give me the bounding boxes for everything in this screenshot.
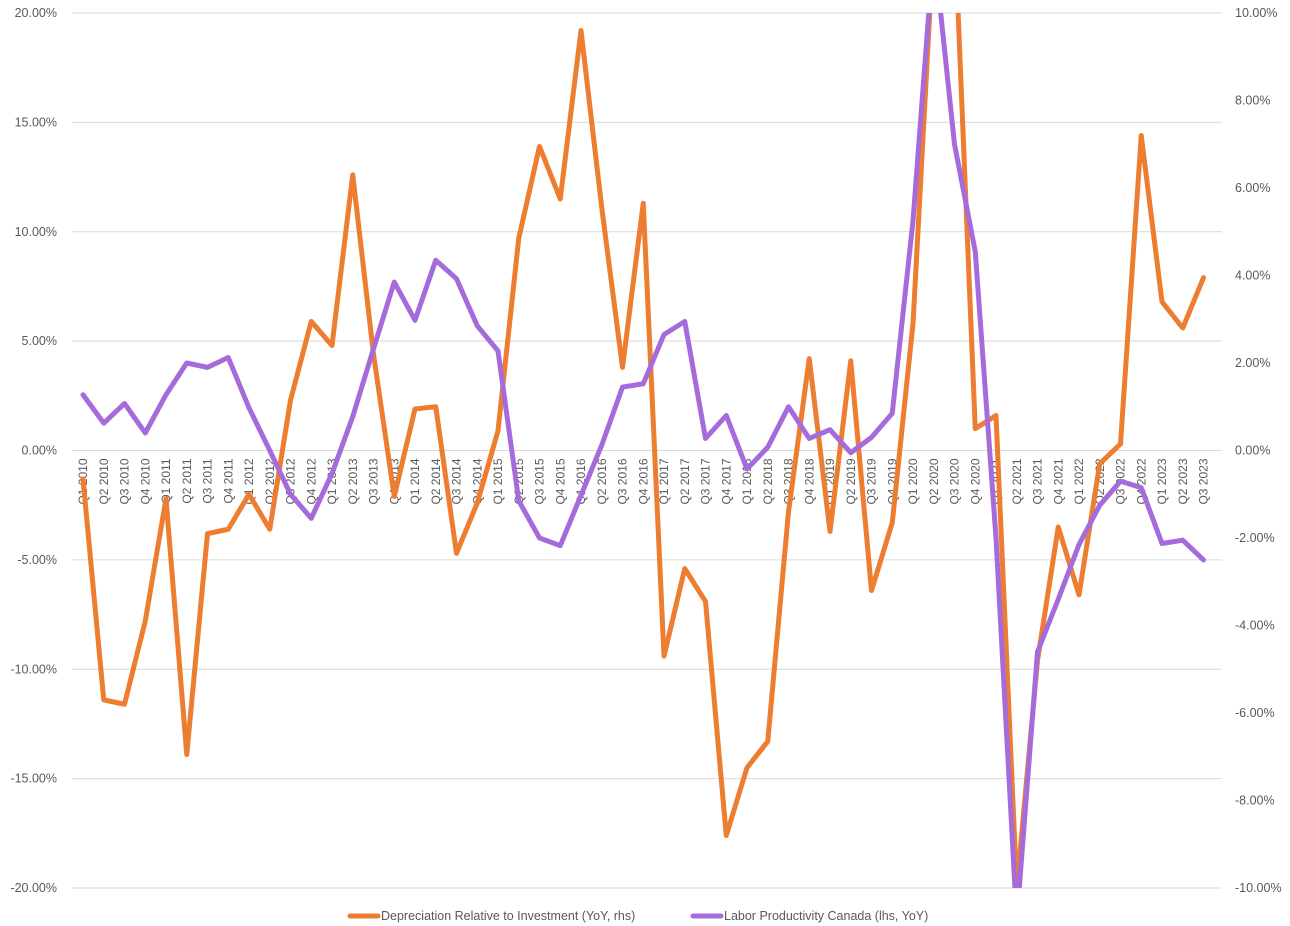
x-tick-label: Q2 2017 [678, 458, 692, 504]
right-y-tick-label: -4.00% [1235, 619, 1275, 633]
x-tick-label: Q3 2014 [450, 458, 464, 504]
x-tick-label: Q1 2011 [159, 458, 173, 503]
right-y-tick-label: -2.00% [1235, 531, 1275, 545]
x-tick-label: Q4 2011 [221, 458, 235, 503]
x-tick-label: Q4 2017 [719, 458, 733, 504]
legend: Depreciation Relative to Investment (YoY… [347, 909, 928, 923]
x-tick-label: Q1 2023 [1155, 458, 1169, 504]
x-tick-label: Q2 2018 [761, 458, 775, 504]
x-tick-label: Q1 2022 [1072, 458, 1086, 504]
x-tick-label: Q3 2012 [284, 458, 298, 504]
x-tick-label: Q4 2020 [968, 458, 982, 504]
x-tick-label: Q2 2023 [1176, 458, 1190, 504]
x-tick-label: Q1 2018 [740, 458, 754, 504]
x-tick-label: Q1 2020 [906, 458, 920, 504]
x-tick-label: Q2 2010 [97, 458, 111, 504]
x-tick-label: Q3 2020 [948, 458, 962, 504]
x-tick-label: Q3 2017 [699, 458, 713, 504]
x-tick-label: Q2 2014 [429, 458, 443, 504]
left-y-tick-label: -20.00% [10, 881, 57, 895]
x-tick-label: Q4 2018 [802, 458, 816, 504]
left-y-tick-label: -15.00% [10, 772, 57, 786]
left-y-tick-label: 15.00% [15, 115, 57, 129]
legend-label: Labor Productivity Canada (lhs, YoY) [724, 909, 928, 923]
x-tick-label: Q4 2015 [553, 458, 567, 504]
x-tick-label: Q4 2021 [1051, 458, 1065, 504]
right-y-axis: 10.00% 8.00% 6.00% 4.00% 2.00% 0.00% -2.00% -4.… [1235, 6, 1282, 895]
right-y-tick-label: -8.00% [1235, 794, 1275, 808]
left-y-tick-label: 5.00% [22, 334, 57, 348]
x-tick-label: Q2 2020 [927, 458, 941, 504]
x-tick-label: Q1 2015 [491, 458, 505, 504]
x-tick-label: Q2 2011 [180, 458, 194, 503]
left-y-tick-label: 0.00% [22, 444, 57, 458]
right-y-tick-label: -6.00% [1235, 706, 1275, 720]
left-y-tick-label: -5.00% [17, 553, 57, 567]
x-tick-label: Q3 2015 [533, 458, 547, 504]
legend-label: Depreciation Relative to Investment (YoY… [381, 909, 635, 923]
x-tick-label: Q3 2011 [201, 458, 215, 503]
right-y-tick-label: -10.00% [1235, 881, 1282, 895]
gridlines [72, 12, 1222, 889]
x-tick-label: Q4 2012 [304, 458, 318, 504]
x-tick-label: Q3 2013 [367, 458, 381, 504]
x-tick-label: Q1 2012 [242, 458, 256, 504]
series-line-labor-productivity [80, 13, 1206, 888]
x-tick-label: Q3 2021 [1031, 458, 1045, 504]
right-y-tick-label: 2.00% [1235, 356, 1270, 370]
x-tick-label: Q2 2019 [844, 458, 858, 504]
left-y-tick-label: 10.00% [15, 225, 57, 239]
series-lines [80, 13, 1206, 888]
x-tick-label: Q4 2010 [138, 458, 152, 504]
left-y-tick-label: -10.00% [10, 662, 57, 676]
left-y-tick-label: 20.00% [15, 6, 57, 20]
x-tick-label: Q4 2016 [636, 458, 650, 504]
right-y-tick-label: 4.00% [1235, 269, 1270, 283]
x-tick-label: Q3 2019 [865, 458, 879, 504]
right-y-tick-label: 10.00% [1235, 6, 1277, 20]
x-tick-label: Q1 2014 [408, 458, 422, 504]
right-y-tick-label: 0.00% [1235, 444, 1270, 458]
x-tick-label: Q3 2010 [118, 458, 132, 504]
series-line-depreciation [80, 13, 1206, 888]
x-tick-label: Q2 2016 [595, 458, 609, 504]
x-tick-label: Q3 2023 [1197, 458, 1211, 504]
x-tick-label: Q2 2021 [1010, 458, 1024, 504]
x-tick-label: Q3 2016 [616, 458, 630, 504]
x-tick-label: Q2 2013 [346, 458, 360, 504]
x-tick-label: Q1 2017 [657, 458, 671, 504]
right-y-tick-label: 8.00% [1235, 94, 1270, 108]
right-y-tick-label: 6.00% [1235, 181, 1270, 195]
left-y-axis: 20.00% 15.00% 10.00% 5.00% 0.00% -5.00% -10.00… [10, 6, 57, 895]
